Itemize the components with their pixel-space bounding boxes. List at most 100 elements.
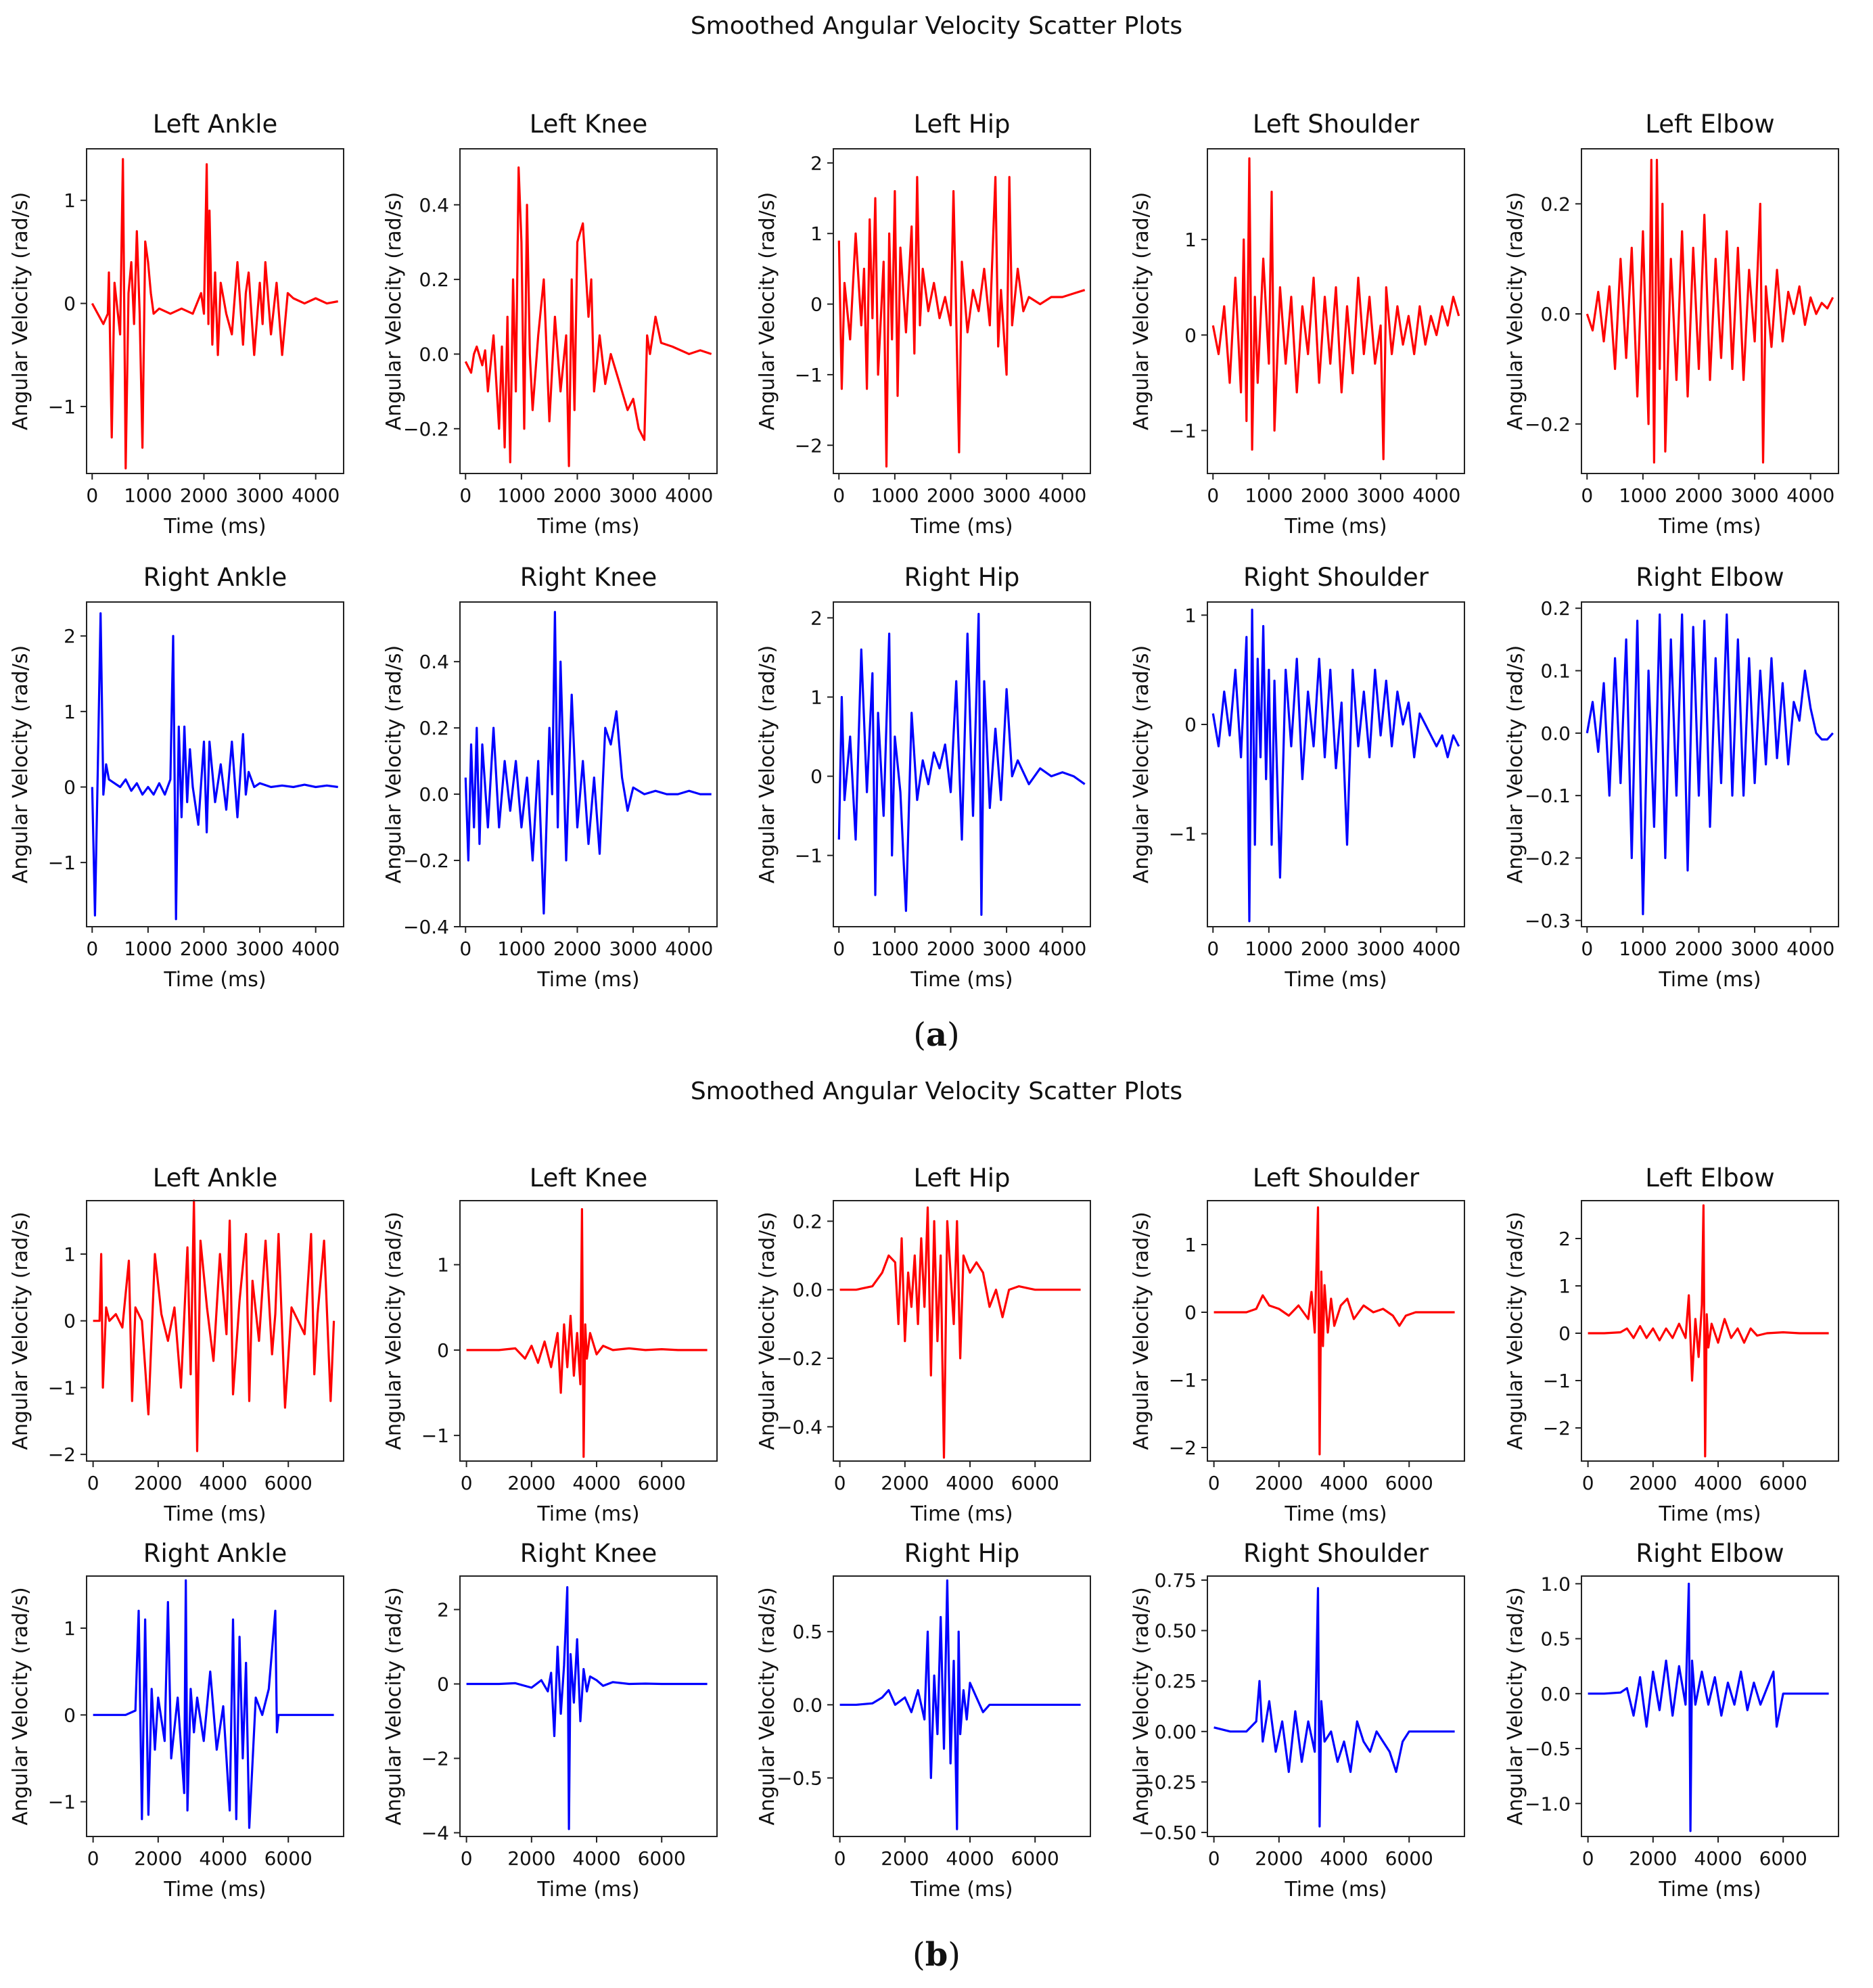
series-line — [1211, 608, 1460, 923]
y-tick-label: −2 — [1543, 1417, 1571, 1439]
panel-right-hip: Right Hip 0 2000 4000 6000 −0.5 0.0 0.5 Time (ms… — [756, 1539, 1091, 1901]
y-tick-label: 0 — [810, 294, 823, 316]
y-axis-label: Angular Velocity (rad/s) — [1130, 1211, 1153, 1450]
y-tick-label: −0.2 — [403, 850, 449, 872]
panel-right-ankle: Right Ankle 0 1000 2000 3000 4000 −1 0 1 2 Time (m… — [9, 563, 344, 992]
y-tick-label: 0.5 — [1540, 1628, 1571, 1650]
y-tick-label: 1 — [1184, 604, 1197, 626]
y-tick-label: 0 — [1184, 1301, 1197, 1324]
y-tick-label: 0.0 — [419, 783, 449, 806]
x-tick-label: 2000 — [134, 1847, 182, 1870]
x-tick-label: 0 — [1582, 1472, 1594, 1494]
x-tick-label: 0 — [86, 484, 98, 507]
y-tick-label: 0.2 — [419, 717, 449, 739]
panel-left-ankle: Left Ankle 0 2000 4000 6000 −2 −1 0 1 Time (ms) An… — [9, 1163, 344, 1526]
y-tick-label: −0.2 — [777, 1347, 823, 1370]
series-line — [837, 613, 1086, 916]
x-tick-label: 1000 — [124, 484, 172, 507]
x-axis-label: Time (ms) — [1658, 968, 1761, 992]
x-tick-label: 4000 — [292, 484, 340, 507]
x-tick-label: 0 — [86, 938, 98, 960]
series-line — [91, 612, 338, 921]
axes-frame — [833, 601, 1091, 927]
plot-area: 0 2000 4000 6000 −2 −1 0 1 Time (ms) Angular Velo… — [9, 1199, 344, 1526]
x-tick-label: 0 — [1581, 484, 1593, 507]
x-tick-label: 6000 — [1385, 1847, 1433, 1870]
x-tick-label: 4000 — [1320, 1472, 1368, 1494]
x-axis-label: Time (ms) — [1284, 515, 1387, 538]
x-axis-label: Time (ms) — [536, 515, 639, 538]
y-tick-label: −1 — [1169, 1369, 1197, 1391]
x-tick-label: 3000 — [1730, 938, 1778, 960]
x-tick-label: 0 — [1208, 1472, 1220, 1494]
y-tick-label: 0 — [1184, 324, 1197, 346]
x-axis-label: Time (ms) — [1658, 515, 1761, 538]
x-tick-label: 3000 — [982, 484, 1030, 507]
y-tick-label: −0.3 — [1525, 910, 1571, 932]
y-axis-label: Angular Velocity (rad/s) — [9, 645, 32, 883]
series-line — [466, 1586, 708, 1830]
y-tick-label: 0.0 — [1540, 1683, 1571, 1705]
series-line — [1588, 1582, 1829, 1832]
panel-left-elbow: Left Elbow 0 2000 4000 6000 −2 −1 0 1 2 Time (ms) A… — [1504, 1163, 1839, 1526]
y-tick-label: 1 — [64, 189, 76, 212]
axes-frame — [459, 601, 718, 927]
plot-area: 0 1000 2000 3000 4000 −0.2 0.0 0.2 0.4 Time (ms) A… — [382, 148, 718, 538]
axes-frame — [1207, 1200, 1465, 1462]
x-tick-label: 4000 — [199, 1472, 247, 1494]
plot-area: 0 2000 4000 6000 −2 −1 0 1 Time (ms) Angular Velo… — [1130, 1200, 1465, 1526]
panel-left-shoulder: Left Shoulder 0 1000 2000 3000 4000 −1 0 1 Time (… — [1130, 110, 1465, 538]
y-tick-label: −0.4 — [777, 1416, 823, 1438]
panel-title: Right Hip — [904, 1539, 1020, 1568]
axes-frame — [459, 148, 718, 474]
plot-area: 0 1000 2000 3000 4000 −2 −1 0 1 2 Time (ms) Angular… — [756, 148, 1091, 538]
y-tick-label: 0.2 — [1540, 597, 1571, 620]
panel-title: Right Elbow — [1636, 1539, 1784, 1568]
y-tick-label: 0.4 — [419, 194, 449, 216]
x-tick-label: 2000 — [507, 1847, 555, 1870]
y-tick-label: 1 — [437, 1254, 449, 1276]
y-tick-label: −0.4 — [403, 916, 449, 938]
series-line — [464, 166, 712, 467]
figure-a-caption-letter: a — [925, 1016, 948, 1054]
y-tick-label: 1 — [1558, 1275, 1571, 1297]
y-axis-label: Angular Velocity (rad/s) — [1504, 1211, 1527, 1450]
y-tick-label: −0.50 — [1138, 1822, 1197, 1844]
x-tick-label: 4000 — [1412, 938, 1460, 960]
y-axis-label: Angular Velocity (rad/s) — [1504, 1587, 1527, 1825]
y-axis-label: Angular Velocity (rad/s) — [9, 1587, 32, 1825]
x-axis-label: Time (ms) — [910, 1878, 1013, 1901]
x-tick-label: 1000 — [1619, 484, 1667, 507]
y-tick-label: 0.0 — [792, 1279, 823, 1301]
x-tick-label: 0 — [459, 938, 471, 960]
plot-area: 0 1000 2000 3000 4000 −1 0 1 Time (ms) Angular Ve… — [1130, 601, 1465, 992]
series-line — [1213, 1206, 1455, 1456]
x-tick-label: 2000 — [553, 938, 601, 960]
x-tick-label: 4000 — [1786, 484, 1834, 507]
y-axis-label: Angular Velocity (rad/s) — [382, 645, 406, 883]
y-tick-label: 2 — [437, 1599, 449, 1621]
plot-area: 0 2000 4000 6000 −0.4 −0.2 0.0 0.2 Time (ms) Angu… — [756, 1200, 1091, 1526]
x-tick-label: 0 — [1207, 484, 1219, 507]
x-axis-label: Time (ms) — [536, 1502, 639, 1526]
y-tick-label: −1 — [795, 364, 823, 386]
axes-frame — [1581, 148, 1839, 474]
series-line — [839, 1579, 1081, 1830]
x-axis-label: Time (ms) — [163, 515, 266, 538]
x-tick-label: 1000 — [124, 938, 172, 960]
x-tick-label: 2000 — [1629, 1847, 1677, 1870]
panel-right-knee: Right Knee 0 2000 4000 6000 −4 −2 0 2 Time (ms) An… — [382, 1539, 718, 1901]
y-tick-label: 0 — [437, 1673, 449, 1696]
panel-title: Right Knee — [519, 563, 657, 592]
panel-right-elbow: Right Elbow 0 1000 2000 3000 4000 −0.3 −0.2 −0.1… — [1504, 563, 1839, 992]
x-tick-label: 2000 — [881, 1472, 929, 1494]
figure-b-suptitle: Smoothed Angular Velocity Scatter Plots — [690, 1078, 1183, 1105]
x-tick-label: 4000 — [1320, 1847, 1368, 1870]
x-tick-label: 2000 — [1255, 1847, 1303, 1870]
y-tick-label: 0.25 — [1155, 1670, 1197, 1692]
plot-area: 0 1000 2000 3000 4000 −0.2 0.0 0.2 Time (ms) Angu… — [1504, 148, 1839, 538]
x-tick-label: 2000 — [134, 1472, 182, 1494]
panel-title: Left Ankle — [152, 110, 278, 139]
y-tick-label: 0.75 — [1155, 1569, 1197, 1592]
y-tick-label: −1 — [48, 396, 76, 418]
